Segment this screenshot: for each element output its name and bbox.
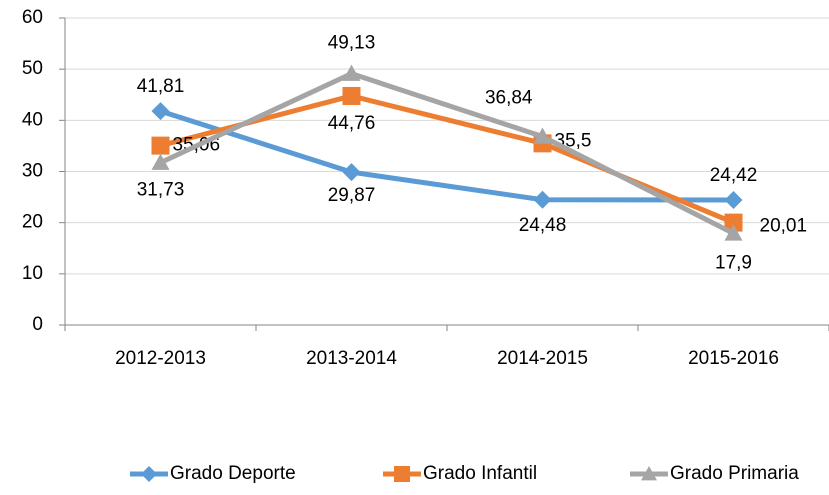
data-label: 41,81 (137, 76, 185, 97)
data-label: 36,84 (485, 88, 533, 109)
marker (724, 191, 743, 210)
marker (342, 64, 361, 81)
y-tick-label: 40 (22, 109, 43, 130)
marker (342, 163, 361, 182)
marker (394, 466, 410, 482)
data-label: 29,87 (328, 185, 376, 206)
y-tick-label: 50 (22, 58, 43, 79)
marker (151, 136, 170, 155)
legend-label: Grado Primaria (670, 463, 799, 484)
marker (141, 466, 157, 482)
marker (151, 153, 170, 170)
data-label: 24,42 (710, 165, 758, 186)
x-tick-label: 2014-2015 (497, 348, 588, 369)
data-label: 24,48 (519, 215, 567, 236)
legend-label: Grado Deporte (170, 463, 296, 484)
y-tick-label: 10 (22, 263, 43, 284)
data-label: 49,13 (328, 33, 376, 54)
marker (533, 127, 552, 144)
marker (533, 190, 552, 209)
x-tick-label: 2013-2014 (306, 348, 397, 369)
data-label: 35,5 (555, 130, 592, 151)
series-line (159, 93, 735, 225)
series-line (159, 108, 734, 203)
x-tick-label: 2015-2016 (688, 348, 779, 369)
marker (641, 466, 657, 481)
data-label: 20,01 (760, 216, 808, 237)
y-tick-label: 30 (22, 161, 43, 182)
y-tick-label: 20 (22, 212, 43, 233)
data-label: 17,9 (715, 252, 752, 273)
series-line (159, 71, 735, 236)
x-tick-label: 2012-2013 (115, 348, 206, 369)
data-label: 31,73 (137, 180, 185, 201)
marker (151, 102, 170, 121)
marker (724, 213, 743, 232)
y-tick-label: 0 (32, 314, 43, 335)
data-label: 44,76 (328, 113, 376, 134)
legend-label: Grado Infantil (423, 463, 537, 484)
marker (724, 224, 743, 241)
y-tick-label: 60 (22, 7, 43, 28)
marker (342, 86, 361, 105)
